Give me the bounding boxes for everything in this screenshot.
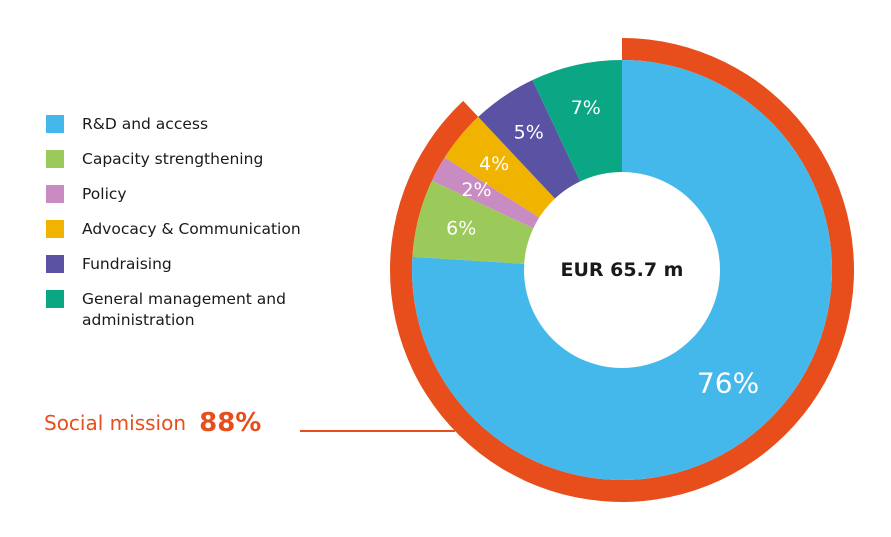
legend-label-advocacy-communication: Advocacy & Communication (82, 220, 301, 238)
social-mission-text: Social mission (44, 411, 186, 435)
chart-legend: R&D and access Capacity strengthening Po… (46, 114, 346, 345)
slice-labels: 76% 6% 2% 4%5% 7% (446, 97, 759, 399)
slice-value-label-general-management: 7% (571, 97, 601, 119)
slice-value-label-policy: 2% (461, 179, 491, 201)
slice-value-label-capacity-strengthening: 6% (446, 218, 476, 240)
social-mission-value: 88% (199, 408, 261, 438)
legend-item-fundraising: Fundraising (46, 254, 346, 275)
legend-item-capacity-strengthening: Capacity strengthening (46, 149, 346, 170)
center-total-label: EUR 65.7 m (561, 259, 684, 281)
slice-value-label-advocacy-communication: 4% (479, 153, 509, 175)
legend-item-policy: Policy (46, 184, 346, 205)
legend-item-advocacy-communication: Advocacy & Communication (46, 219, 346, 240)
legend-label-policy: Policy (82, 185, 127, 203)
legend-label-fundraising: Fundraising (82, 255, 172, 273)
legend-item-general-management: General management and administration (46, 289, 346, 331)
social-mission-label: Social mission 88% (44, 408, 261, 438)
legend-swatch-policy (46, 185, 64, 203)
legend-label-general-management: General management and administration (82, 290, 286, 329)
legend-swatch-fundraising (46, 255, 64, 273)
legend-label-capacity-strengthening: Capacity strengthening (82, 150, 264, 168)
legend-swatch-capacity-strengthening (46, 150, 64, 168)
legend-swatch-advocacy-communication (46, 220, 64, 238)
donut-hole (524, 172, 720, 368)
slice-value-label-fundraising: 5% (514, 122, 544, 144)
legend-swatch-general-management (46, 290, 64, 308)
legend-label-rnd-access: R&D and access (82, 115, 209, 133)
slice-value-label-rnd-access: 76% (697, 366, 759, 399)
legend-item-rnd-access: R&D and access (46, 114, 346, 135)
legend-swatch-rnd-access (46, 115, 64, 133)
